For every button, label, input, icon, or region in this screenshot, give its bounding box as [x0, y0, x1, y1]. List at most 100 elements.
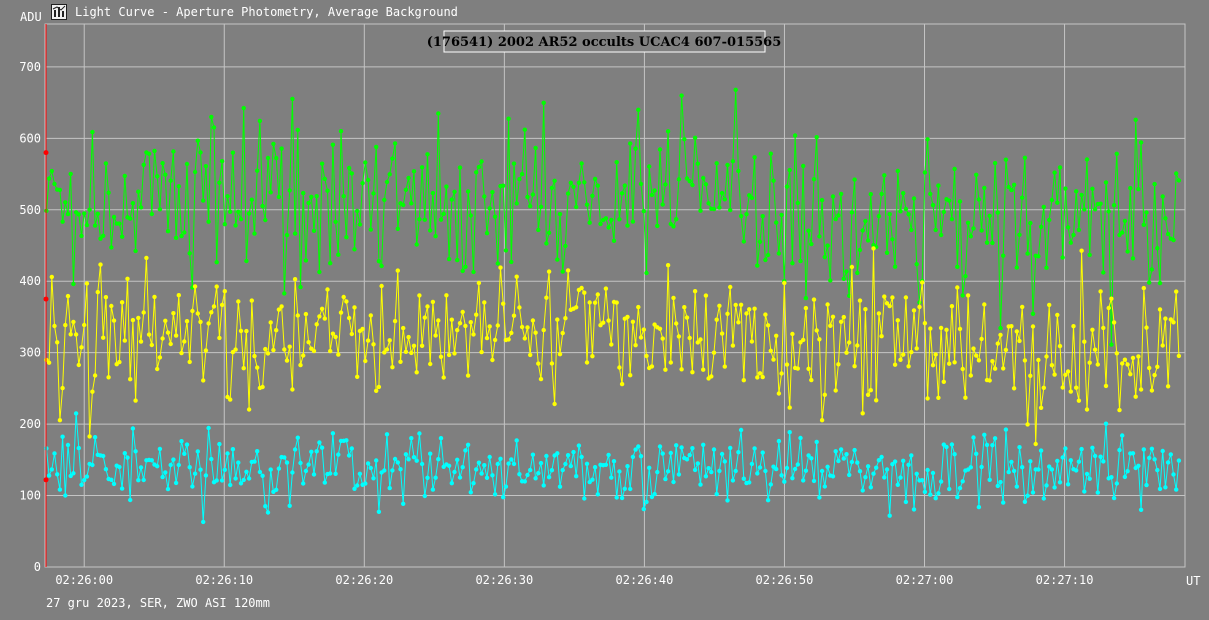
data-point: [90, 129, 95, 135]
data-point: [449, 197, 454, 202]
data-point: [1087, 252, 1092, 258]
data-point: [528, 352, 533, 358]
data-point: [995, 341, 1000, 346]
data-point: [279, 146, 284, 151]
data-point: [663, 367, 668, 372]
data-point: [838, 191, 844, 197]
data-point: [144, 255, 149, 261]
data-point: [209, 456, 214, 462]
data-point: [333, 219, 338, 224]
data-point: [130, 201, 136, 206]
data-point: [138, 205, 144, 210]
data-point: [246, 211, 252, 216]
data-point: [1111, 495, 1117, 501]
data-point: [625, 223, 630, 228]
data-point: [282, 455, 287, 460]
data-point: [257, 469, 263, 475]
window-title: Light Curve - Aperture Photometry, Avera…: [75, 5, 458, 19]
data-point: [136, 189, 141, 194]
x-tick-label: 02:27:10: [1036, 573, 1094, 587]
data-point: [784, 465, 790, 471]
data-point: [920, 280, 925, 285]
data-point: [246, 407, 252, 412]
data-point: [857, 298, 863, 303]
data-point: [955, 494, 960, 500]
data-point: [922, 170, 928, 175]
data-point: [546, 269, 552, 274]
data-point: [933, 352, 938, 357]
data-point: [1028, 220, 1033, 226]
data-point: [679, 93, 684, 98]
data-point: [698, 208, 703, 213]
data-point: [803, 468, 809, 473]
data-point: [787, 430, 792, 435]
data-point: [522, 127, 527, 132]
data-point: [636, 304, 641, 310]
data-point: [603, 216, 609, 221]
data-point: [471, 269, 476, 275]
data-point: [1109, 475, 1114, 480]
data-point: [1060, 455, 1065, 460]
data-point: [344, 438, 349, 443]
data-point: [125, 455, 130, 460]
data-point: [971, 435, 976, 440]
data-point: [1049, 363, 1055, 368]
data-point: [747, 307, 752, 312]
data-point: [590, 354, 595, 359]
data-point: [679, 367, 684, 372]
data-point: [538, 460, 544, 466]
marker-layer: [43, 24, 49, 567]
data-point: [414, 242, 419, 247]
data-point: [374, 458, 379, 463]
data-point: [457, 165, 463, 170]
data-point: [468, 213, 473, 218]
data-point: [292, 231, 298, 236]
data-point: [492, 492, 498, 497]
data-point: [847, 472, 852, 478]
data-point: [1122, 474, 1128, 480]
data-point: [587, 220, 592, 225]
data-point: [444, 184, 449, 189]
data-point: [214, 284, 219, 289]
data-point: [133, 449, 138, 454]
data-point: [541, 483, 546, 488]
data-point: [271, 141, 276, 147]
data-point: [201, 198, 206, 203]
data-point: [1157, 486, 1163, 492]
x-tick-label: 02:26:10: [195, 573, 253, 587]
data-point: [198, 150, 203, 155]
data-point: [514, 274, 519, 279]
light-curve-app-icon[interactable]: [51, 4, 67, 20]
data-point: [228, 482, 233, 488]
data-point: [1155, 246, 1160, 251]
data-point: [1163, 216, 1168, 221]
data-point: [128, 497, 133, 503]
data-point: [290, 387, 295, 392]
data-point: [141, 310, 146, 315]
data-point: [852, 447, 857, 453]
data-point: [701, 175, 706, 181]
data-point: [471, 332, 476, 337]
data-point: [301, 481, 306, 486]
data-point: [122, 173, 128, 179]
data-point: [411, 455, 417, 460]
data-point: [1068, 240, 1074, 245]
data-point: [652, 188, 657, 193]
data-point: [976, 358, 982, 363]
data-point: [260, 473, 265, 478]
data-point: [260, 384, 265, 390]
data-point: [474, 312, 479, 317]
data-point: [1001, 253, 1006, 258]
data-point: [1047, 302, 1052, 308]
data-point: [349, 446, 354, 451]
data-point: [641, 506, 646, 512]
data-point: [1009, 459, 1014, 465]
data-point: [117, 359, 122, 365]
data-point: [801, 163, 806, 169]
data-point: [525, 472, 530, 478]
data-point: [819, 418, 825, 423]
data-point: [817, 234, 822, 239]
data-point: [636, 444, 641, 449]
data-point: [744, 212, 749, 217]
